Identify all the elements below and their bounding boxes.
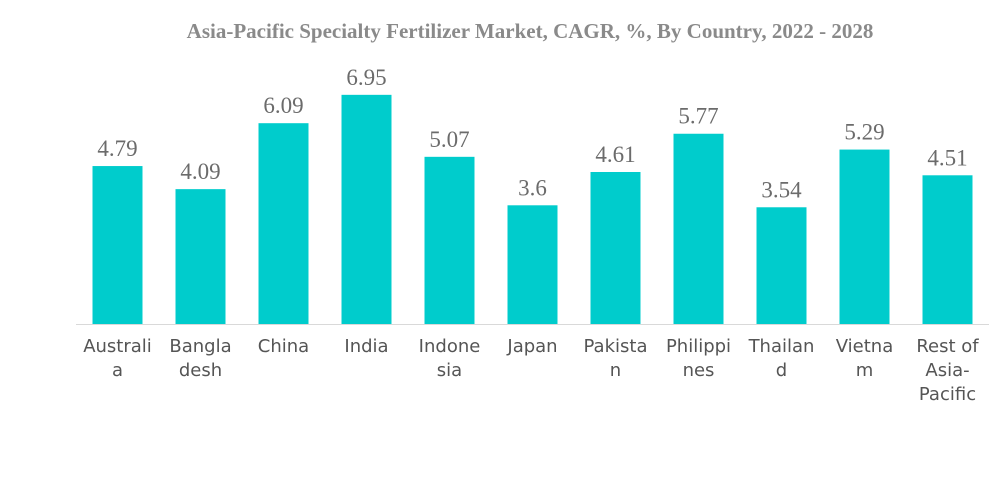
bar-value-label: 5.77: [678, 104, 718, 129]
value-labels-group: 4.79 4.09 6.09 6.95 5.07 3.6 4.61 5.77 3.54 5.29 4…: [97, 65, 967, 202]
category-label: Thailan d: [748, 336, 815, 381]
category-label-line: Indone: [419, 336, 481, 357]
category-label: Philippi nes: [666, 336, 731, 381]
category-label-line: Japan: [506, 336, 557, 357]
category-label: Australi a: [83, 336, 152, 381]
bars-group: [92, 94, 973, 325]
category-label-line: sia: [437, 360, 462, 381]
category-label-line: Thailan: [748, 336, 815, 357]
category-label-line: desh: [179, 360, 222, 381]
category-labels-group: Australi a Bangla desh China India Indone sia Ja…: [83, 336, 979, 405]
category-label-line: Vietna: [836, 336, 894, 357]
bar-value-label: 4.51: [927, 145, 967, 170]
category-label-line: m: [856, 360, 874, 381]
category-label-line: a: [112, 360, 123, 381]
category-label-line: Australi: [83, 336, 152, 357]
bar: [507, 205, 558, 324]
category-label: China: [258, 336, 309, 357]
category-label-line: Pacific: [919, 384, 976, 405]
bar: [590, 171, 641, 324]
category-label: Rest of Asia- Pacific: [916, 336, 979, 405]
bar-value-label: 6.95: [346, 65, 386, 90]
bar: [424, 156, 475, 324]
category-label: Bangla desh: [169, 336, 231, 381]
category-label: Vietna m: [836, 336, 894, 381]
category-label-line: China: [258, 336, 309, 357]
chart-title: Asia-Pacific Specialty Fertilizer Market…: [187, 19, 874, 43]
bar-value-label: 4.79: [97, 136, 137, 161]
category-label-line: Rest of: [916, 336, 979, 357]
bar-value-label: 5.07: [429, 127, 469, 152]
category-label-line: nes: [683, 360, 715, 381]
bar: [341, 94, 392, 325]
bar-value-label: 4.09: [180, 159, 220, 184]
bar: [673, 133, 724, 324]
category-label-line: India: [344, 336, 388, 357]
category-label-line: n: [610, 360, 621, 381]
category-label-line: Bangla: [169, 336, 231, 357]
bar: [756, 207, 807, 324]
category-label-line: Philippi: [666, 336, 731, 357]
bar: [922, 175, 973, 324]
bar-value-label: 5.29: [844, 120, 884, 145]
bar: [839, 149, 890, 324]
category-label-line: Asia-: [925, 360, 969, 381]
bar-value-label: 3.54: [761, 177, 802, 202]
category-label: India: [344, 336, 388, 357]
bar-value-label: 4.61: [595, 142, 635, 167]
category-label-line: Pakista: [584, 336, 648, 357]
bar: [175, 189, 226, 324]
bar-value-label: 3.6: [518, 175, 547, 200]
bar: [92, 166, 143, 324]
bar: [258, 123, 309, 324]
category-label-line: d: [776, 360, 787, 381]
bar-value-label: 6.09: [263, 93, 303, 118]
category-label: Japan: [506, 336, 557, 357]
category-label: Indone sia: [419, 336, 481, 381]
category-label: Pakista n: [584, 336, 648, 381]
